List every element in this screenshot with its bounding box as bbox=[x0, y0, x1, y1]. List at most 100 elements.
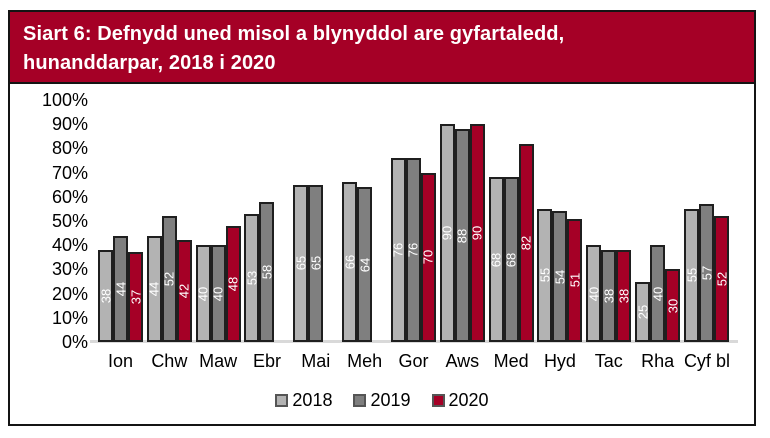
category-label: Hyd bbox=[543, 351, 576, 371]
bar-data-label: 68 bbox=[503, 252, 519, 267]
legend-item-2018: 2018 bbox=[275, 390, 332, 411]
bar-data-label: 38 bbox=[601, 288, 617, 304]
legend: 2018 2019 2020 bbox=[10, 390, 754, 411]
bar-group: 65 65 Mai bbox=[293, 100, 338, 372]
bar-2020: 30 bbox=[665, 269, 681, 342]
y-tick-label: 70% bbox=[51, 162, 88, 183]
bar-2018: 38 bbox=[98, 250, 113, 342]
category-label: Ebr bbox=[252, 351, 281, 371]
bar-cluster: 68 68 82 bbox=[488, 100, 534, 342]
legend-label: 2018 bbox=[292, 390, 333, 410]
category-label: Med bbox=[493, 351, 529, 371]
bar-data-label: 30 bbox=[665, 298, 681, 313]
bar-2019: 57 bbox=[699, 204, 715, 342]
category-label: Ion bbox=[107, 351, 134, 371]
bar-2019: 40 bbox=[210, 245, 226, 342]
bar-group: 25 40 30 Rha bbox=[635, 100, 681, 372]
bar-data-label: 38 bbox=[98, 288, 113, 304]
bar-group: 90 88 90 Aws bbox=[439, 100, 485, 372]
bar-data-label: 25 bbox=[635, 304, 651, 319]
bar-2020: 48 bbox=[225, 225, 241, 342]
bar-2018: 66 bbox=[342, 182, 358, 342]
bar-cluster: 40 40 48 bbox=[195, 100, 241, 342]
legend-label: 2020 bbox=[448, 390, 489, 410]
bar-2020: 38 bbox=[616, 250, 632, 342]
bar-cluster: 53 58 bbox=[244, 100, 289, 342]
bar-data-label: 64 bbox=[357, 257, 373, 272]
chart-body: 100% 90% 80% 70% 60% 50% 40% 30% 20% 10% 0% 38 44 37… bbox=[10, 84, 754, 424]
bar-2019: 68 bbox=[503, 177, 519, 342]
legend-swatch-icon bbox=[275, 394, 289, 407]
bar-2018: 65 bbox=[293, 184, 309, 342]
chart-title-line-2: hunanddarpar, 2018 i 2020 bbox=[23, 52, 276, 74]
category-label: Rha bbox=[641, 351, 675, 371]
bar-data-label: 76 bbox=[390, 242, 406, 258]
category-label: Chw bbox=[151, 351, 188, 371]
bar-2018: 55 bbox=[684, 208, 700, 342]
bar-data-label: 58 bbox=[259, 264, 275, 280]
bar-cluster: 65 65 bbox=[293, 100, 338, 342]
bar-cluster: 66 64 bbox=[342, 100, 387, 342]
bar-2018: 90 bbox=[439, 124, 455, 342]
bar-2018: 40 bbox=[195, 245, 211, 342]
bar-data-label: 40 bbox=[195, 286, 211, 301]
y-tick-label: 40% bbox=[51, 235, 88, 256]
bar-group: 55 54 51 Hyd bbox=[537, 100, 583, 372]
category-label: Meh bbox=[347, 351, 383, 371]
bar-data-label: 55 bbox=[684, 268, 700, 283]
bar-group: 68 68 82 Med bbox=[488, 100, 534, 372]
bar-2018: 53 bbox=[244, 213, 260, 342]
bar-2018: 76 bbox=[390, 158, 406, 342]
bar-group: 66 64 Meh bbox=[342, 100, 387, 372]
bar-cluster: 25 40 30 bbox=[635, 100, 681, 342]
bar-group: 38 44 37 Ion bbox=[98, 100, 143, 372]
bar-2020: 42 bbox=[176, 240, 192, 342]
chart-title-banner: Siart 6: Defnydd uned misol a blynyddol … bbox=[10, 12, 754, 84]
bar-2019: 58 bbox=[259, 201, 275, 342]
legend-item-2019: 2019 bbox=[353, 390, 411, 411]
bar-data-label: 55 bbox=[537, 268, 553, 283]
bar-2020: 52 bbox=[714, 216, 730, 342]
bar-cluster: 55 57 52 bbox=[684, 100, 730, 342]
bar-2019: 52 bbox=[161, 216, 177, 342]
bar-group: 53 58 Ebr bbox=[244, 100, 289, 372]
y-tick-label: 0% bbox=[61, 332, 88, 352]
bar-data-label: 65 bbox=[308, 256, 324, 271]
bar-data-label: 40 bbox=[650, 286, 666, 301]
category-label: Maw bbox=[199, 351, 238, 371]
plot-area: 38 44 37 Ion 44 52 42 Chw 40 40 48 Maw 53 58 Ebr 65 65 Ma… bbox=[98, 100, 730, 372]
bar-cluster: 55 54 51 bbox=[537, 100, 583, 342]
bar-cluster: 38 44 37 bbox=[98, 100, 143, 342]
bar-data-label: 40 bbox=[586, 286, 602, 301]
bar-group: 55 57 52 Cyf bl bbox=[684, 100, 730, 372]
category-label: Gor bbox=[398, 351, 429, 371]
bar-data-label: 48 bbox=[225, 276, 241, 292]
bar-2018: 25 bbox=[635, 281, 651, 342]
bar-data-label: 54 bbox=[552, 269, 568, 284]
chart-title-line-1: Siart 6: Defnydd uned misol a blynyddol … bbox=[23, 23, 565, 45]
legend-swatch-icon bbox=[353, 394, 367, 407]
category-label: Tac bbox=[594, 351, 623, 371]
bar-cluster: 76 76 70 bbox=[390, 100, 436, 342]
bar-cluster: 40 38 38 bbox=[586, 100, 632, 342]
bar-data-label: 66 bbox=[342, 254, 358, 270]
legend-swatch-icon bbox=[431, 394, 445, 407]
legend-item-2020: 2020 bbox=[431, 390, 489, 411]
bar-2019: 88 bbox=[454, 129, 470, 342]
bar-2018: 55 bbox=[537, 208, 553, 342]
bar-data-label: 53 bbox=[244, 270, 260, 286]
category-label: Mai bbox=[301, 351, 331, 371]
bar-data-label: 51 bbox=[567, 273, 583, 288]
bar-data-label: 44 bbox=[113, 281, 128, 296]
bar-data-label: 68 bbox=[488, 252, 504, 267]
bar-data-label: 37 bbox=[128, 290, 143, 305]
bar-group: 40 40 48 Maw bbox=[195, 100, 241, 372]
bar-cluster: 90 88 90 bbox=[439, 100, 485, 342]
y-tick-label: 20% bbox=[51, 283, 88, 304]
bar-data-label: 70 bbox=[420, 250, 436, 265]
bar-2019: 64 bbox=[357, 187, 373, 342]
bar-data-label: 42 bbox=[176, 283, 192, 299]
y-tick-label: 50% bbox=[51, 211, 88, 231]
bar-2020: 51 bbox=[567, 218, 583, 342]
bar-data-label: 38 bbox=[616, 288, 632, 304]
